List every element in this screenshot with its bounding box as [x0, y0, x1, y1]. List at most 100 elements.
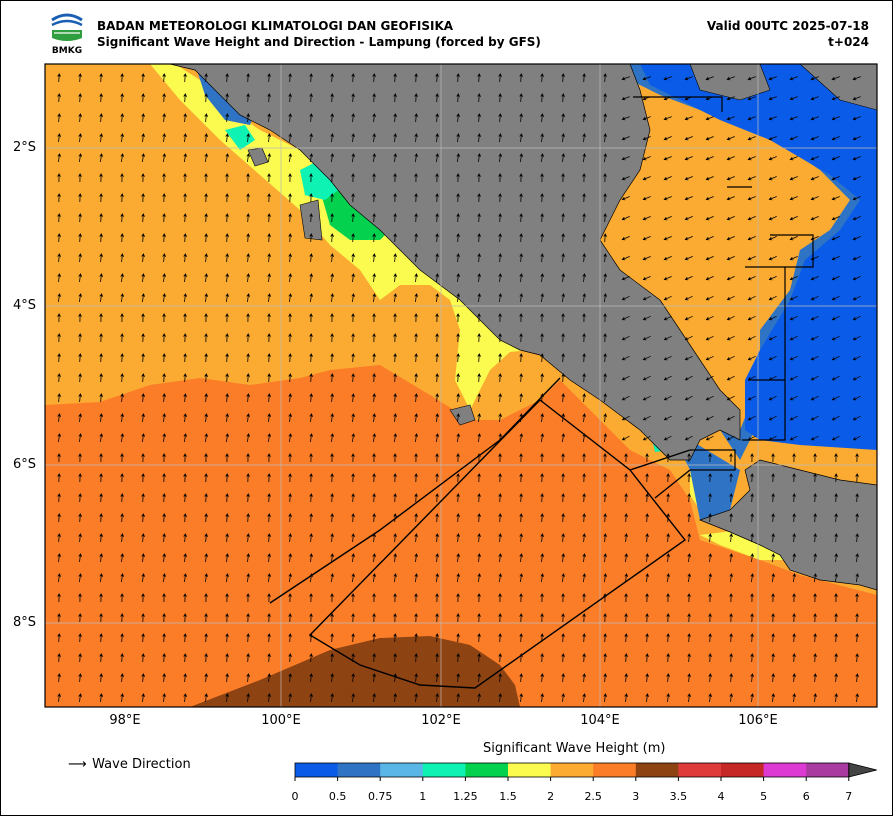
wave-arrow	[456, 413, 460, 423]
wave-arrow	[519, 173, 523, 183]
wave-arrow	[582, 493, 586, 503]
wave-arrow	[57, 213, 61, 223]
wave-arrow	[747, 375, 756, 381]
wave-arrow	[561, 373, 565, 383]
wave-arrow	[852, 236, 861, 241]
wave-arrow	[519, 573, 523, 583]
wave-arrow	[621, 76, 630, 81]
wave-arrow	[834, 593, 838, 603]
wave-arrow	[561, 593, 565, 603]
wave-arrow	[768, 196, 777, 201]
wave-arrow	[750, 593, 754, 603]
wave-arrow	[663, 76, 672, 81]
wave-arrow	[477, 473, 481, 483]
agency-title: BADAN METEOROLOGI KLIMATOLOGI DAN GEOFIS…	[97, 19, 454, 33]
wave-arrow	[831, 236, 840, 241]
wave-arrow	[309, 553, 313, 563]
wave-arrow	[435, 233, 439, 243]
wave-arrow	[99, 253, 103, 263]
wave-arrow	[477, 553, 481, 563]
wave-arrow	[330, 73, 334, 83]
wave-arrow	[78, 333, 82, 343]
wave-arrow	[372, 593, 376, 603]
wave-arrow	[498, 453, 502, 463]
wave-arrow	[663, 415, 672, 421]
wave-arrow	[603, 653, 607, 663]
wave-arrow	[267, 333, 271, 343]
wave-arrow	[498, 593, 502, 603]
wave-arrow	[225, 573, 229, 583]
wave-arrow	[57, 513, 61, 523]
wave-arrow	[831, 276, 840, 281]
wave-arrow	[309, 513, 313, 523]
wave-arrow	[477, 153, 481, 163]
wave-arrow	[831, 196, 840, 201]
wave-arrow	[519, 353, 523, 363]
wave-arrow	[141, 373, 145, 383]
wave-arrow	[582, 373, 586, 383]
lat-tick-label: 8°S	[12, 615, 36, 630]
wave-arrow	[705, 375, 714, 381]
wave-arrow	[288, 653, 292, 663]
wave-arrow	[603, 613, 607, 623]
wave-arrow	[435, 113, 439, 123]
wave-arrow	[372, 313, 376, 323]
colorbar-swatch	[465, 763, 509, 777]
wave-arrow	[750, 673, 754, 683]
wave-arrow	[99, 293, 103, 303]
wave-arrow	[393, 513, 397, 523]
wave-arrow	[120, 133, 124, 143]
wave-arrow	[768, 276, 777, 281]
wave-arrow	[477, 593, 481, 603]
wave-arrow	[330, 633, 334, 643]
wave-arrow	[141, 673, 145, 683]
wave-arrow	[141, 693, 145, 703]
wave-arrow	[267, 313, 271, 323]
wave-arrow	[705, 156, 714, 161]
wave-arrow	[330, 353, 334, 363]
wave-arrow	[78, 133, 82, 143]
wave-arrow	[540, 313, 544, 323]
wave-arrow	[603, 193, 607, 203]
wave-arrow	[768, 355, 777, 361]
wave-arrow	[204, 153, 208, 163]
wave-arrow	[393, 153, 397, 163]
wave-arrow	[519, 153, 523, 163]
wave-arrow	[414, 573, 418, 583]
ocean-sea-state-slight	[150, 64, 530, 410]
wave-arrow	[372, 293, 376, 303]
colorbar-tick-label: 3.5	[669, 790, 688, 803]
wave-arrow	[288, 313, 292, 323]
wave-arrow	[498, 293, 502, 303]
wave-arrow	[621, 395, 630, 401]
wave-arrow	[183, 653, 187, 663]
wave-arrow	[477, 453, 481, 463]
wave-arrow	[267, 133, 271, 143]
wave-arrow	[99, 93, 103, 103]
wave-arrow	[726, 435, 735, 441]
wave-arrow	[414, 173, 418, 183]
wave-arrow	[99, 273, 103, 283]
wave-arrow	[435, 353, 439, 363]
wave-arrow	[603, 493, 607, 503]
wave-arrow	[246, 173, 250, 183]
wave-arrow	[393, 493, 397, 503]
wave-arrow	[225, 553, 229, 563]
wave-arrow	[162, 353, 166, 363]
wave-arrow	[435, 613, 439, 623]
wave-arrow	[642, 116, 651, 121]
wave-arrow	[309, 273, 313, 283]
wave-arrow	[162, 473, 166, 483]
wave-arrow	[831, 315, 840, 321]
wave-arrow	[309, 153, 313, 163]
wave-arrow	[372, 73, 376, 83]
wave-arrow	[852, 136, 861, 141]
wave-arrow	[267, 413, 271, 423]
wave-arrow	[561, 673, 565, 683]
wave-arrow	[747, 256, 756, 261]
wave-arrow	[477, 693, 481, 703]
wave-arrow	[771, 533, 775, 543]
wave-arrow	[456, 693, 460, 703]
wave-arrow	[204, 353, 208, 363]
wave-arrow	[498, 613, 502, 623]
